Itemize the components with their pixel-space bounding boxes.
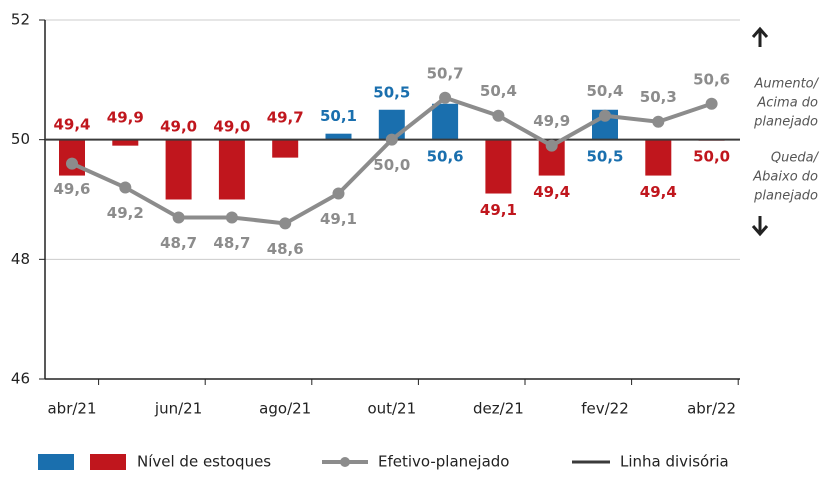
bar xyxy=(432,103,459,140)
line-point xyxy=(332,187,345,200)
annotation: Abaixo do xyxy=(752,170,818,185)
line-value-label: 50,4 xyxy=(480,82,517,100)
annotation: Acima do xyxy=(756,96,818,111)
bar-value-label: 49,0 xyxy=(160,118,197,136)
bar-value-label: 49,4 xyxy=(53,116,90,134)
line-value-label: 48,6 xyxy=(267,240,304,258)
line-value-label: 49,6 xyxy=(53,180,90,198)
legend-label: Linha divisória xyxy=(620,453,729,471)
line-point xyxy=(172,211,185,224)
line-point xyxy=(279,217,292,230)
line-value-label: 48,7 xyxy=(213,234,250,252)
line-point xyxy=(385,133,398,146)
line-value-label: 50,7 xyxy=(427,64,464,82)
line-value-label: 49,2 xyxy=(107,204,144,222)
x-tick-label: abr/21 xyxy=(47,400,96,418)
bar-value-label: 50,0 xyxy=(693,148,730,166)
bar-value-label: 49,0 xyxy=(213,118,250,136)
line-point xyxy=(652,115,665,128)
bar xyxy=(112,139,139,146)
line-point xyxy=(492,109,505,122)
y-tick-label: 46 xyxy=(11,370,30,388)
legend-label: Nível de estoques xyxy=(137,453,271,471)
line-value-label: 49,1 xyxy=(320,210,357,228)
line-value-label: 48,7 xyxy=(160,234,197,252)
bar-value-label: 50,5 xyxy=(373,83,410,101)
bar-value-label: 49,1 xyxy=(480,201,517,219)
y-tick-label: 48 xyxy=(11,250,30,268)
x-tick-label: dez/21 xyxy=(473,400,524,418)
bar-value-label: 50,1 xyxy=(320,107,357,125)
line-point xyxy=(66,157,78,170)
legend-dot xyxy=(340,457,350,467)
annotation: planejado xyxy=(753,115,818,130)
bar xyxy=(485,139,512,194)
x-tick-label: ago/21 xyxy=(259,400,311,418)
bar-value-label: 49,9 xyxy=(107,109,144,127)
line-point xyxy=(599,109,611,122)
bar xyxy=(165,139,192,200)
line-point xyxy=(439,91,452,104)
legend-swatch xyxy=(90,454,126,470)
line-point xyxy=(705,97,718,110)
legend-label: Efetivo-planejado xyxy=(378,453,509,471)
bar xyxy=(325,133,352,140)
line-value-label: 50,4 xyxy=(586,82,623,100)
bar xyxy=(272,139,299,158)
line-value-label: 50,3 xyxy=(640,88,677,106)
y-tick-label: 52 xyxy=(11,11,30,29)
annotation: Aumento/ xyxy=(754,77,820,92)
legend-swatch xyxy=(38,454,74,470)
x-tick-label: jun/21 xyxy=(154,400,202,418)
x-tick-label: out/21 xyxy=(367,400,416,418)
line-value-label: 50,6 xyxy=(693,70,730,88)
bar xyxy=(645,139,672,176)
x-tick-label: fev/22 xyxy=(581,400,629,418)
up-arrow xyxy=(751,26,769,47)
line-value-label: 50,0 xyxy=(373,156,410,174)
bar xyxy=(218,139,245,200)
line-value-label: 49,9 xyxy=(533,112,570,130)
bar-value-label: 50,5 xyxy=(586,148,623,166)
bar-value-label: 49,7 xyxy=(267,109,304,127)
line-point xyxy=(119,181,132,194)
annotation: planejado xyxy=(753,189,818,204)
down-arrow xyxy=(751,216,769,237)
annotation: Queda/ xyxy=(771,151,820,166)
bar-value-label: 50,6 xyxy=(427,148,464,166)
line-point xyxy=(545,139,558,152)
line-point xyxy=(225,211,238,224)
bar-value-label: 49,4 xyxy=(533,183,570,201)
x-tick-label: abr/22 xyxy=(687,400,736,418)
bar-value-label: 49,4 xyxy=(640,183,677,201)
y-tick-label: 50 xyxy=(11,130,30,148)
